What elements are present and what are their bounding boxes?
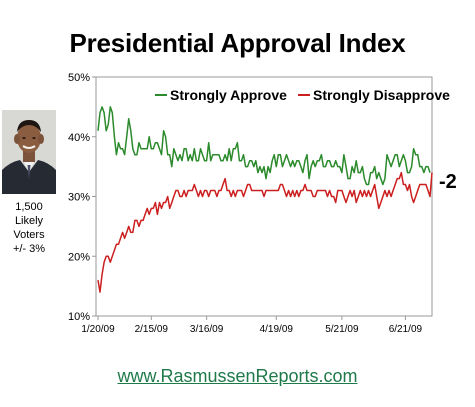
y-tick-label: 40% [68,132,90,144]
sample-voters: Voters [13,229,45,241]
series-line-strongly-approve [97,106,431,186]
x-tick-label: 4/19/09 [260,324,294,335]
x-tick-label: 1/20/09 [81,324,115,335]
legend-label-approve: Strongly Approve [170,87,287,103]
sample-info: 1,500 Likely Voters +/- 3% [0,200,58,256]
y-tick-label: 20% [68,251,90,263]
x-tick-label: 5/21/09 [325,324,359,335]
x-tick-label: 2/15/09 [135,324,169,335]
margin-of-error: +/- 3% [12,243,46,255]
sample-size: 1,500 [15,201,43,213]
person-portrait-icon [2,110,56,194]
y-tick-label: 50% [68,72,90,84]
portrait-image [2,110,56,194]
y-tick-label: 10% [68,311,90,323]
x-tick-label: 3/16/09 [190,324,224,335]
footer-link[interactable]: www.RasmussenReports.com [117,366,358,386]
sample-likely: Likely [14,215,44,227]
series-line-strongly-disapprove [97,171,433,293]
chart-title: Presidential Approval Index [69,28,406,58]
y-tick-label: 30% [68,192,90,204]
x-tick-label: 6/21/09 [389,324,423,335]
legend-label-disapprove: Strongly Disapprove [313,87,450,103]
index-annotation: -2 [439,171,457,193]
